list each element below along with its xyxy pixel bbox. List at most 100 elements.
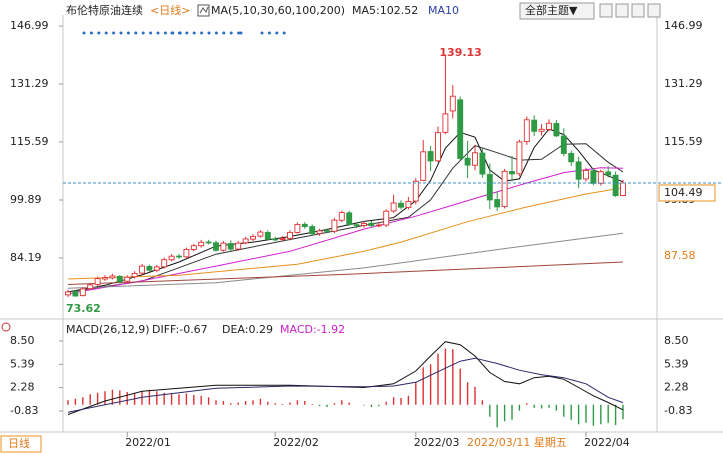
candle-body [583,169,589,180]
candle-body [72,291,79,297]
candle-body [264,232,271,240]
ma-line [67,167,624,295]
candle-body [257,231,264,237]
signal-dot [260,31,264,35]
candle-body [494,199,501,208]
candle-body [309,226,316,235]
candle-body [161,259,168,268]
candle-body [375,224,382,227]
candle-body [139,265,145,274]
candle-body [176,255,182,258]
signal-dot [200,31,204,35]
y-tick-label: 5.39 [10,357,35,370]
candle-body [87,284,94,290]
candle-body [324,230,330,232]
candle-body [449,95,456,112]
signal-dot [134,31,138,35]
candle-body [131,273,138,278]
candle-body [612,174,619,197]
signal-dot [237,31,241,35]
candle-body [546,122,552,130]
y-tick-label: 115.59 [10,135,49,148]
macd-title: MACD(26,12,9) [66,323,150,336]
candle-body [383,210,390,226]
candle-body [435,132,441,162]
signal-dot [163,31,167,35]
y-tick-label-right: -0.83 [664,404,692,417]
candle-body [560,135,567,154]
signal-dot [126,31,130,35]
theme-button-label: 全部主题▼ [525,3,578,17]
candle-body [464,157,471,166]
x-tick-label: 2022/03 [414,436,460,449]
candle-body [79,288,86,297]
signal-dot [82,31,86,35]
y-tick-label: 84.19 [10,251,42,264]
candle-body [316,230,323,235]
candle-body [442,113,449,133]
candle-body [235,242,242,250]
candle-body [272,238,279,241]
candle-body [538,128,545,132]
candle-body [361,222,367,226]
candle-body [220,242,227,251]
signal-dot [222,31,226,35]
signal-dot [112,31,116,35]
signal-dot [185,31,189,35]
candle-body [412,180,419,202]
icon-button[interactable] [647,3,661,18]
signal-dots [82,31,286,35]
icon-button[interactable] [615,3,629,18]
theme-button[interactable] [519,2,595,20]
icon-button[interactable] [599,3,613,18]
candle-body [124,276,131,282]
low-annotation: 73.62 [66,302,101,315]
macd-line [67,341,624,415]
y-tick-label: 146.99 [10,19,49,32]
candle-body [353,224,360,226]
ma-line [67,261,624,285]
candle-body [420,151,427,181]
signal-dot [229,31,233,35]
signal-dot [239,31,243,35]
ma10-readout: MA10 [428,4,459,17]
candle-body [620,182,626,196]
candle-body [531,119,538,132]
candle-body [146,265,153,271]
candle-body [390,202,397,212]
signal-dot [192,31,196,35]
signal-dot [119,31,123,35]
macd-line [67,357,624,413]
y-tick-label: 8.50 [10,334,35,347]
candle-body [405,200,412,208]
candle-body [213,242,219,251]
signal-dot [141,31,145,35]
signal-dot [149,31,153,35]
settings-icon[interactable] [1,322,11,332]
candle-body [331,219,338,232]
y-tick-label-right: 5.39 [664,357,689,370]
signal-dot [267,31,271,35]
candle-body [153,266,160,271]
candle-body [116,275,123,283]
side-label-bg [659,248,715,264]
indicator-icon[interactable] [197,4,210,17]
icon-button[interactable] [631,3,645,18]
candle-body [553,123,560,137]
high-annotation: 139.13 [439,46,481,59]
side-label: 87.58 [664,249,696,262]
y-tick-label: -0.83 [10,404,38,417]
crosshair-date: 2022/03/11 星期五 [467,436,567,449]
last-price-box [658,184,716,202]
candle-body [227,243,234,250]
signal-dot [177,31,181,35]
candle-body [486,174,493,201]
candle-body [198,241,205,247]
candle-body [501,170,508,208]
candle-body [65,291,71,296]
x-tick-label: 2022/02 [273,436,319,449]
candle-body [301,223,308,228]
period-label[interactable]: <日线> [150,3,190,17]
